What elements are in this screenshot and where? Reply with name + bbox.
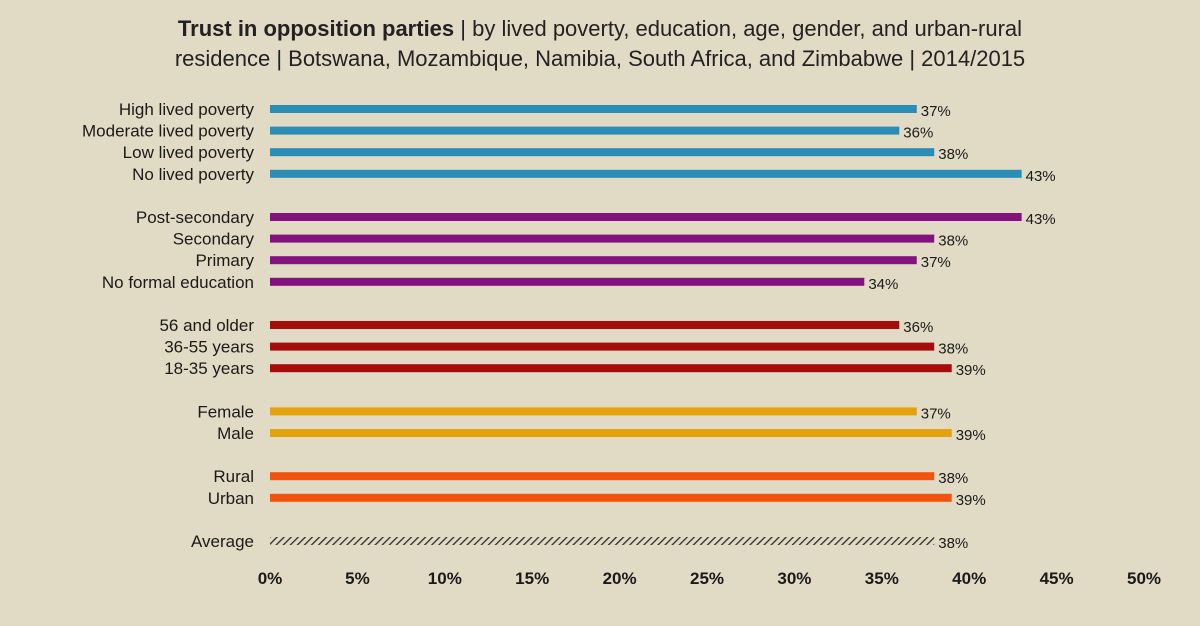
value-label-no-formal-education: 34% [868,276,898,293]
x-tick-label-0pct: 0% [258,569,283,588]
x-tick-label-25pct: 25% [690,569,724,588]
x-tick-label-15pct: 15% [515,569,549,588]
category-label-primary: Primary [195,251,254,270]
value-label-female: 37% [921,405,951,422]
bar-primary [270,256,917,265]
category-label-high-lived-poverty: High lived poverty [119,100,255,119]
value-label-primary: 37% [921,254,951,271]
chart-title-line1: | by lived poverty, education, age, gend… [454,16,1023,41]
bar-moderate-lived-poverty [270,126,900,135]
category-label-post-secondary: Post-secondary [136,208,255,227]
category-label-secondary: Secondary [173,230,255,249]
x-tick-label-40pct: 40% [952,569,986,588]
category-label-male: Male [217,424,254,443]
category-label-urban: Urban [208,489,254,508]
bar-secondary [270,234,935,243]
x-tick-label-50pct: 50% [1127,569,1161,588]
bar-urban [270,493,952,502]
bar-female [270,407,917,416]
value-label-rural: 38% [938,470,968,487]
bars-layer: High lived poverty 37% Moderate lived pove… [82,100,1056,552]
value-label-18-35-years: 39% [956,362,986,379]
chart-title-line2: residence | Botswana, Mozambique, Namibi… [174,46,1026,71]
x-tick-label-20pct: 20% [603,569,637,588]
value-label-36-55-years: 38% [938,341,968,358]
category-label-18-35-years: 18-35 years [164,359,254,378]
category-label-56-and-older: 56 and older [159,316,254,335]
x-tick-label-5pct: 5% [345,569,370,588]
bar-no-lived-poverty [270,169,1022,178]
value-label-male: 39% [956,427,986,444]
bar-post-secondary [270,213,1022,221]
x-tick-label-45pct: 45% [1040,569,1074,588]
x-tick-label-30pct: 30% [777,569,811,588]
value-label-no-lived-poverty: 43% [1026,168,1056,185]
category-label-moderate-lived-poverty: Moderate lived poverty [82,122,254,141]
category-label-no-lived-poverty: No lived poverty [132,165,254,184]
category-label-low-lived-poverty: Low lived poverty [123,143,255,162]
value-label-high-lived-poverty: 37% [921,103,951,120]
value-label-low-lived-poverty: 38% [938,146,968,163]
bar-rural [270,472,935,481]
bar-36-55-years [270,342,935,351]
bar-male [270,429,952,437]
bar-low-lived-poverty [270,148,935,157]
x-tick-label-10pct: 10% [428,569,462,588]
value-label-moderate-lived-poverty: 36% [903,125,933,142]
value-label-secondary: 38% [938,233,968,250]
bar-56-and-older [270,321,900,329]
bar-average [270,537,935,545]
x-axis: 0% 5% 10% 15% 20% 25% 30% 35% 40% 45% 50% [258,569,1161,588]
category-label-rural: Rural [213,467,254,486]
category-label-average: Average [191,532,254,551]
value-label-urban: 39% [956,492,986,509]
category-label-36-55-years: 36-55 years [164,338,254,357]
category-label-female: Female [197,402,254,421]
bar-high-lived-poverty [270,105,917,113]
chart-title-bold: Trust in opposition parties [177,16,455,41]
chart-title: Trust in opposition parties | by lived p… [0,14,1200,74]
value-label-average: 38% [938,535,968,552]
x-tick-label-35pct: 35% [865,569,899,588]
bar-no-formal-education [270,277,865,286]
value-label-post-secondary: 43% [1026,211,1056,228]
bar-18-35-years [270,364,952,373]
value-label-56-and-older: 36% [903,319,933,336]
category-label-no-formal-education: No formal education [102,273,254,292]
